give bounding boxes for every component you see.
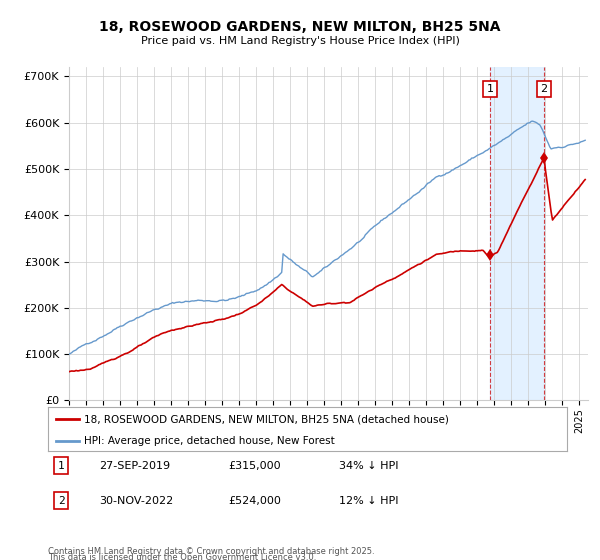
Text: 34% ↓ HPI: 34% ↓ HPI xyxy=(339,461,398,471)
Text: 2: 2 xyxy=(58,496,65,506)
Text: Price paid vs. HM Land Registry's House Price Index (HPI): Price paid vs. HM Land Registry's House … xyxy=(140,36,460,46)
Text: 30-NOV-2022: 30-NOV-2022 xyxy=(99,496,173,506)
Text: 2: 2 xyxy=(541,84,548,94)
Text: 1: 1 xyxy=(487,84,493,94)
Text: 12% ↓ HPI: 12% ↓ HPI xyxy=(339,496,398,506)
Bar xyxy=(490,67,544,400)
Text: 18, ROSEWOOD GARDENS, NEW MILTON, BH25 5NA: 18, ROSEWOOD GARDENS, NEW MILTON, BH25 5… xyxy=(99,20,501,34)
Text: Contains HM Land Registry data © Crown copyright and database right 2025.: Contains HM Land Registry data © Crown c… xyxy=(48,547,374,556)
Text: This data is licensed under the Open Government Licence v3.0.: This data is licensed under the Open Gov… xyxy=(48,553,316,560)
Text: 27-SEP-2019: 27-SEP-2019 xyxy=(99,461,170,471)
Text: 1: 1 xyxy=(58,461,65,471)
Text: £524,000: £524,000 xyxy=(228,496,281,506)
Text: 18, ROSEWOOD GARDENS, NEW MILTON, BH25 5NA (detached house): 18, ROSEWOOD GARDENS, NEW MILTON, BH25 5… xyxy=(85,414,449,424)
Text: £315,000: £315,000 xyxy=(228,461,281,471)
Text: HPI: Average price, detached house, New Forest: HPI: Average price, detached house, New … xyxy=(85,436,335,446)
